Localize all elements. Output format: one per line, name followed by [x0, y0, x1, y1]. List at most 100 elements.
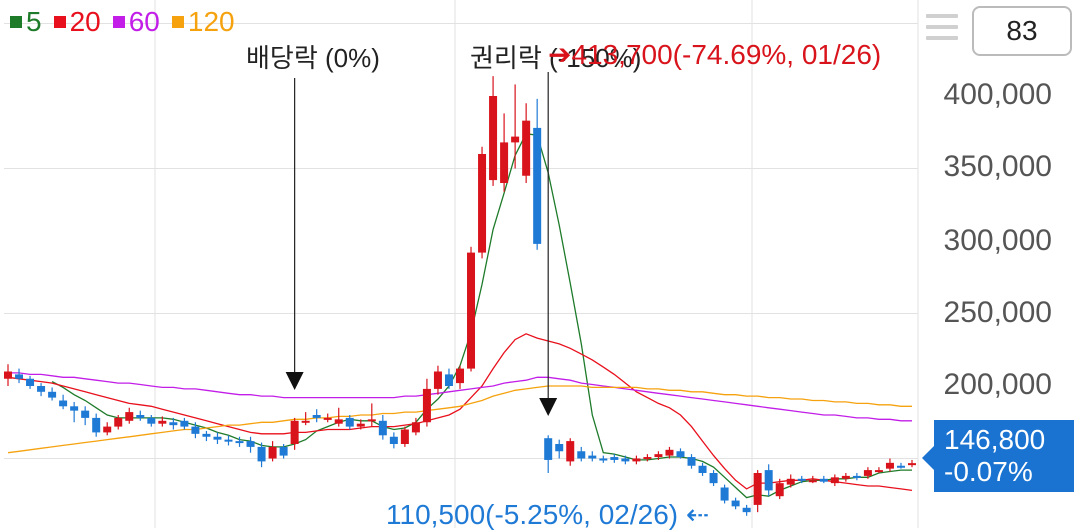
candle-body — [599, 458, 608, 461]
low-price-label: 110,500(-5.25%, 02/26) ⇠ — [386, 498, 709, 531]
y-tick-label: 200,000 — [943, 368, 1052, 401]
candle-body — [566, 441, 575, 462]
legend-swatch — [112, 16, 125, 28]
candle-body — [533, 127, 542, 244]
legend-label: 20 — [69, 6, 101, 37]
candle-body — [312, 415, 321, 418]
candle-body — [48, 391, 57, 398]
candle-body — [224, 439, 233, 442]
candle-body — [841, 475, 850, 479]
candle-count: 83 — [1006, 15, 1038, 46]
candle-body — [885, 462, 894, 469]
rights-annotation: 권리락 (-150%) — [470, 43, 642, 73]
legend: 5 20 60 120 — [10, 6, 241, 38]
candle-body — [136, 415, 145, 418]
legend-label: 120 — [187, 6, 235, 37]
candle-body — [389, 436, 398, 444]
candle-body — [522, 120, 531, 176]
ma-line-60 — [8, 372, 912, 422]
candle-body — [544, 438, 553, 460]
candle-body — [125, 412, 134, 421]
candle-body — [59, 400, 68, 407]
candle-body — [202, 433, 211, 437]
high-arrow-icon: ➔ — [548, 39, 572, 70]
candle-body — [257, 446, 266, 462]
candle-body — [147, 417, 156, 424]
candle-body — [742, 507, 751, 513]
current-change: -0.07% — [944, 456, 1033, 487]
y-tick-label: 400,000 — [943, 78, 1052, 111]
candle-body — [511, 136, 520, 143]
candle-body — [588, 455, 597, 459]
legend-swatch — [53, 16, 66, 28]
candle-body — [92, 417, 101, 433]
candle-body — [654, 454, 663, 458]
candle-body — [764, 470, 773, 491]
candle-body — [114, 417, 123, 427]
candle-body — [489, 96, 498, 181]
candle-body — [753, 473, 762, 505]
candle-body — [444, 374, 453, 386]
candle-body — [356, 423, 365, 427]
candle-body — [367, 419, 376, 422]
candle-body — [26, 378, 35, 386]
dividend-arrow-head — [285, 372, 304, 390]
ma-line-20 — [7, 333, 913, 492]
candle-body — [863, 470, 872, 476]
y-tick-label: 300,000 — [943, 224, 1052, 257]
low-price-text: 110,500(-5.25%, 02/26) — [386, 499, 679, 530]
candle-body — [433, 371, 442, 389]
candle-body — [786, 478, 795, 485]
current-price-badge: 146,800 -0.07% — [922, 420, 1074, 492]
candle-body — [874, 470, 883, 473]
candle-body — [246, 441, 255, 447]
candle-body — [709, 473, 718, 484]
candle-body — [213, 436, 222, 440]
candle-body — [411, 422, 420, 433]
rights-arrow-head — [539, 398, 558, 416]
y-tick-label: 250,000 — [943, 296, 1052, 329]
dividend-annotation: 배당락 (0%) — [246, 43, 380, 73]
candle-body — [180, 420, 189, 427]
candle-body — [103, 426, 112, 433]
candle-body — [555, 444, 564, 452]
candle-body — [70, 406, 79, 411]
candle-body — [908, 463, 916, 466]
high-price-label: ➔413,700(-74.69%, 01/26) — [548, 38, 881, 71]
candle-body — [456, 368, 464, 384]
candle-body — [808, 480, 817, 483]
candle-body — [422, 388, 431, 423]
candle-body — [4, 371, 12, 379]
candle-body — [268, 446, 277, 459]
candle-body — [334, 419, 343, 424]
candle-body — [345, 417, 354, 427]
candle-body — [852, 475, 861, 478]
candle-body — [500, 142, 509, 183]
menu-icon[interactable] — [926, 14, 958, 48]
legend-item-ma120: 120 — [171, 6, 235, 38]
candle-body — [15, 374, 24, 379]
candle-body — [279, 446, 288, 456]
candle-body — [169, 422, 178, 426]
candle-body — [301, 420, 310, 423]
legend-item-ma60: 60 — [112, 6, 160, 38]
candle-body — [81, 410, 90, 418]
candle-body — [378, 420, 387, 436]
candle-body — [467, 252, 476, 369]
candle-body — [235, 441, 244, 444]
legend-item-ma20: 20 — [53, 6, 101, 38]
legend-item-ma5: 5 — [10, 6, 42, 38]
candle-body — [323, 417, 332, 420]
low-arrow-icon: ⇠ — [685, 499, 710, 530]
candle-body — [665, 449, 674, 456]
candle-body — [896, 465, 905, 468]
candle-body — [610, 457, 619, 460]
candle-body — [830, 477, 839, 484]
candle-body — [720, 487, 729, 501]
candle-body — [698, 465, 707, 473]
candle-count-box[interactable]: 83 — [972, 6, 1072, 56]
candle-body — [400, 429, 409, 444]
y-tick-label: 350,000 — [943, 150, 1052, 183]
candle-body — [37, 386, 46, 392]
